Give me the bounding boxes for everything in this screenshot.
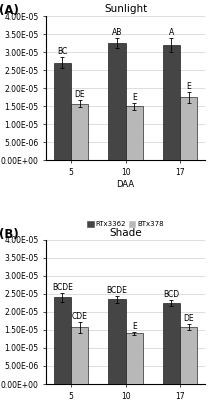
Text: DE: DE (183, 314, 194, 323)
Text: E: E (132, 92, 137, 102)
Text: BCD: BCD (163, 290, 179, 299)
Text: AB: AB (112, 28, 122, 36)
Bar (126, 106, 143, 160)
Title: Shade: Shade (109, 228, 142, 238)
Legend: RTx3362, BTx378: RTx3362, BTx378 (84, 219, 167, 230)
Bar (180, 97, 197, 160)
Bar (108, 43, 126, 160)
Bar (163, 45, 180, 160)
Bar (180, 327, 197, 384)
Bar (54, 63, 71, 160)
Text: (A): (A) (0, 4, 19, 18)
Text: (B): (B) (0, 228, 19, 241)
Bar (71, 327, 88, 384)
Text: DE: DE (74, 90, 85, 99)
Text: E: E (186, 82, 191, 91)
Text: BC: BC (57, 48, 68, 56)
Bar (126, 334, 143, 384)
Text: A: A (169, 28, 174, 36)
Text: BCDE: BCDE (52, 283, 73, 292)
Bar (71, 104, 88, 160)
Title: Sunlight: Sunlight (104, 4, 147, 14)
Text: BCDE: BCDE (106, 286, 127, 294)
Bar (54, 298, 71, 384)
Bar (163, 303, 180, 384)
Text: CDE: CDE (72, 312, 88, 321)
Bar (108, 299, 126, 384)
Text: E: E (132, 322, 137, 331)
X-axis label: DAA: DAA (116, 180, 135, 189)
